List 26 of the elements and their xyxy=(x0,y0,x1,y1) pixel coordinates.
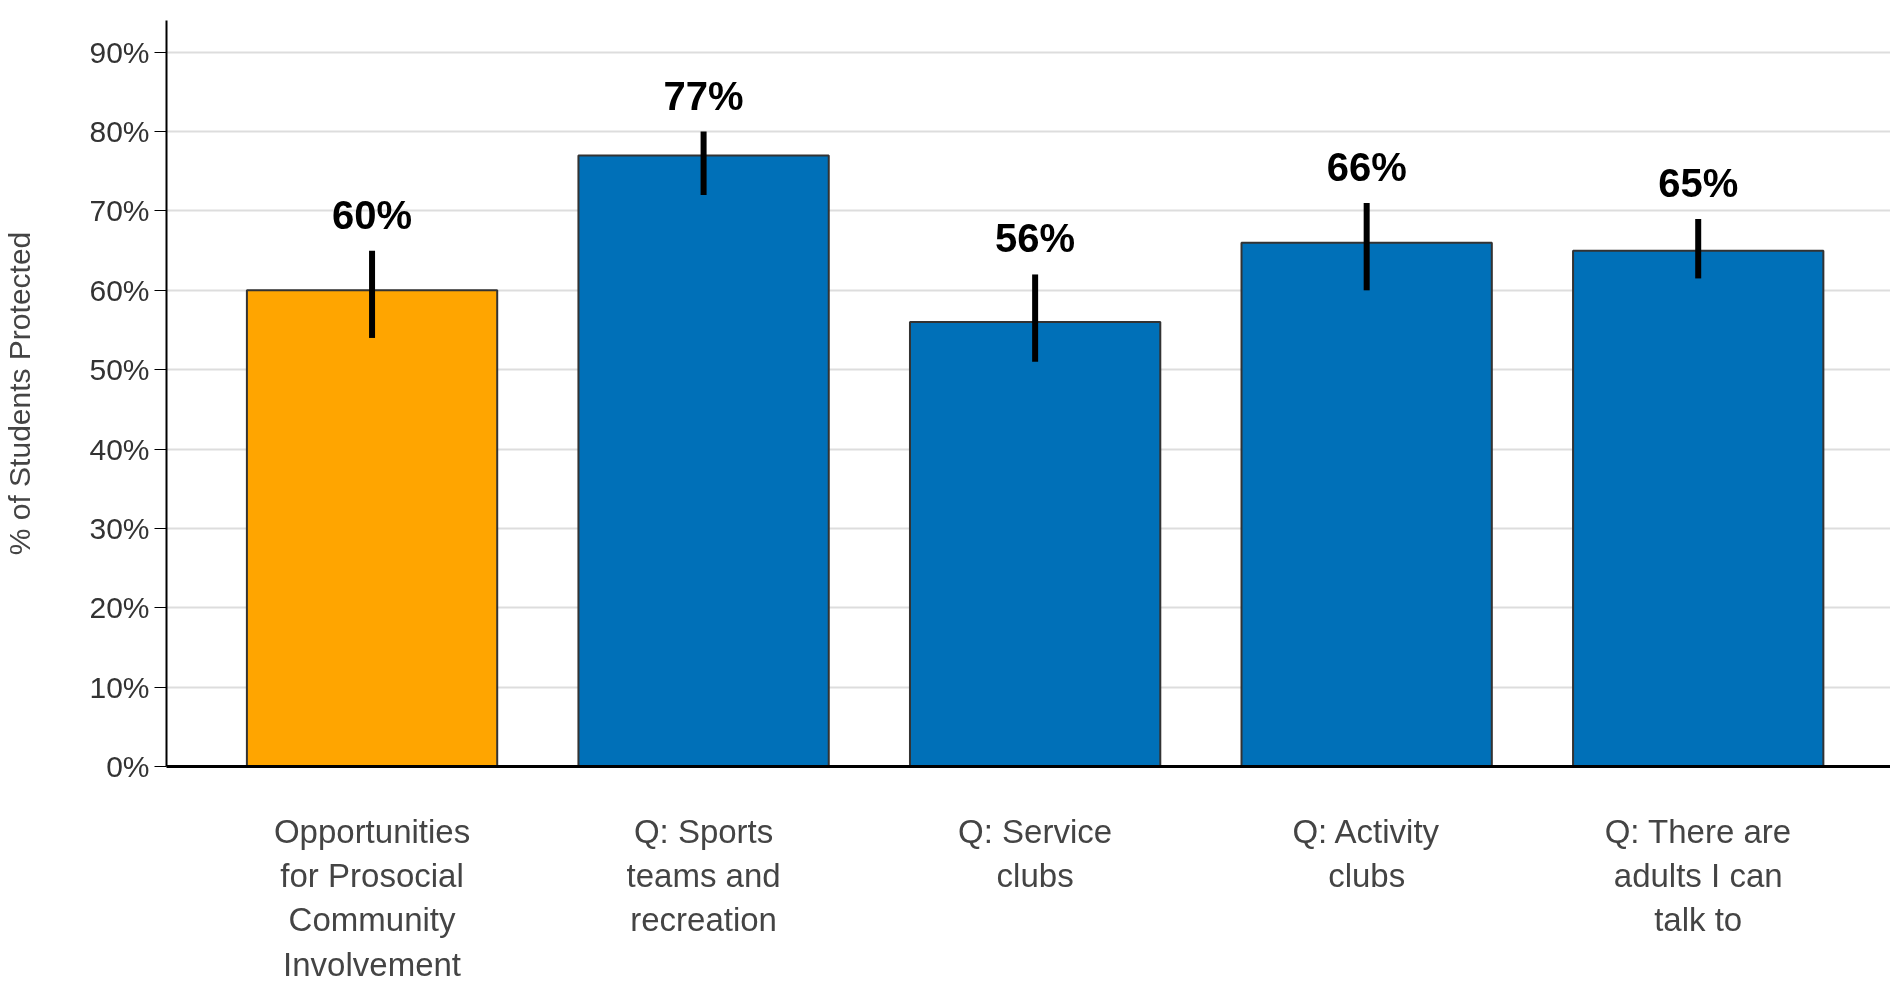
y-tick-label: 40% xyxy=(89,432,150,466)
data-label: 65% xyxy=(1658,160,1739,205)
y-tick-label: 50% xyxy=(89,353,150,387)
y-tick-label: 10% xyxy=(89,670,150,704)
x-tick-label: Q: Sports teams and recreation xyxy=(626,812,781,939)
data-label: 60% xyxy=(332,192,413,237)
y-axis-title: % of Students Protected xyxy=(3,231,37,556)
y-tick-label: 30% xyxy=(89,511,150,545)
y-tick-label: 80% xyxy=(89,115,150,149)
y-tick-label: 90% xyxy=(89,35,150,69)
y-tick-label: 60% xyxy=(89,273,150,307)
data-label: 66% xyxy=(1326,145,1407,190)
bar xyxy=(577,154,830,767)
x-tick-label: Q: Service clubs xyxy=(958,812,1113,894)
bar xyxy=(1240,241,1493,767)
data-label: 56% xyxy=(995,216,1076,261)
y-tick-label: 0% xyxy=(106,750,150,783)
x-tick-label: Opportunities for Prosocial Community Involvement xyxy=(273,812,471,983)
bar xyxy=(245,289,499,767)
y-tick-label: 20% xyxy=(89,591,150,625)
data-label: 77% xyxy=(663,73,744,118)
x-tick-label: Q: There are adults I can talk to xyxy=(1604,812,1792,939)
x-tick-label: Q: Activity clubs xyxy=(1292,812,1440,894)
y-tick-label: 70% xyxy=(89,194,150,228)
bar xyxy=(1572,249,1825,767)
bar xyxy=(908,321,1162,767)
